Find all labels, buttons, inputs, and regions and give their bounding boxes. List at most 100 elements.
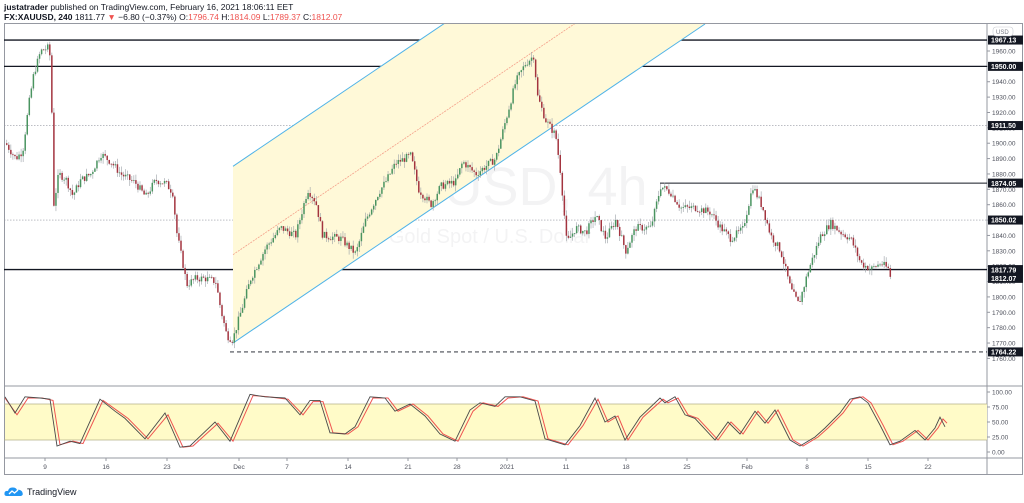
candle bbox=[832, 219, 834, 229]
candle bbox=[329, 239, 332, 241]
candle bbox=[547, 121, 549, 123]
candle bbox=[785, 263, 787, 267]
candle bbox=[813, 255, 816, 258]
candle bbox=[368, 214, 371, 217]
candle bbox=[290, 231, 293, 237]
candle bbox=[176, 214, 178, 234]
candle bbox=[172, 192, 174, 197]
candle bbox=[235, 330, 238, 334]
candle bbox=[325, 231, 328, 239]
candle bbox=[569, 236, 572, 238]
candle bbox=[34, 71, 37, 75]
time-label: 11 bbox=[563, 464, 570, 471]
candle bbox=[155, 179, 158, 181]
candle bbox=[565, 215, 568, 236]
candle bbox=[563, 195, 566, 216]
candle bbox=[106, 155, 108, 161]
candle bbox=[133, 180, 135, 181]
candle bbox=[336, 234, 338, 237]
candle bbox=[299, 220, 301, 225]
chart-frame[interactable] bbox=[4, 23, 1023, 475]
channel-lower-line[interactable] bbox=[232, 24, 706, 344]
candle bbox=[719, 224, 721, 228]
candle bbox=[112, 163, 115, 166]
candle bbox=[489, 158, 492, 161]
candle bbox=[557, 138, 559, 155]
candle bbox=[750, 193, 752, 207]
price-tick-label: 1890.00 bbox=[992, 156, 1016, 163]
candle bbox=[789, 276, 791, 284]
candle bbox=[674, 195, 676, 203]
candle bbox=[662, 187, 664, 190]
candle bbox=[672, 195, 674, 197]
candle bbox=[690, 206, 693, 209]
candle bbox=[416, 169, 418, 182]
candle bbox=[120, 172, 123, 175]
currency-badge[interactable] bbox=[992, 26, 1014, 37]
candle bbox=[137, 183, 139, 190]
parallel-channel[interactable] bbox=[232, 0, 706, 344]
candle bbox=[635, 229, 637, 231]
price-label-bg bbox=[988, 215, 1023, 225]
candle bbox=[14, 154, 16, 157]
candle bbox=[381, 187, 383, 194]
candle bbox=[26, 115, 28, 135]
candle bbox=[24, 134, 26, 151]
candle bbox=[372, 205, 375, 210]
candle bbox=[399, 159, 402, 162]
candle bbox=[715, 215, 717, 221]
candle bbox=[114, 164, 117, 166]
author-name[interactable]: justatrader bbox=[4, 2, 48, 12]
candle bbox=[340, 236, 342, 242]
candle bbox=[698, 211, 701, 213]
candle bbox=[315, 201, 318, 206]
candle bbox=[307, 193, 309, 200]
candle bbox=[729, 234, 732, 242]
candle bbox=[475, 171, 477, 176]
candle bbox=[295, 230, 297, 238]
candle bbox=[649, 225, 652, 227]
time-label: 7 bbox=[285, 464, 289, 471]
candle bbox=[440, 182, 443, 187]
candle bbox=[756, 189, 758, 198]
candle bbox=[465, 162, 467, 168]
candle bbox=[508, 109, 510, 118]
candle bbox=[249, 280, 252, 285]
candle bbox=[727, 231, 730, 235]
candle bbox=[213, 277, 215, 283]
candle bbox=[418, 181, 420, 193]
candle bbox=[877, 264, 879, 267]
candle bbox=[873, 266, 875, 268]
candle bbox=[524, 65, 527, 67]
candle bbox=[57, 174, 59, 193]
candle bbox=[586, 230, 588, 234]
candle bbox=[477, 175, 479, 176]
price-label-bg bbox=[988, 61, 1023, 71]
candle bbox=[196, 275, 199, 280]
candle bbox=[795, 291, 797, 297]
candle bbox=[867, 265, 869, 271]
candle bbox=[821, 234, 824, 237]
candle bbox=[752, 190, 754, 194]
candle bbox=[444, 184, 447, 189]
candle bbox=[44, 49, 47, 51]
stoch-tick-label: 0.00 bbox=[992, 450, 1005, 457]
candle bbox=[610, 226, 613, 229]
down-arrow-icon: ▼ bbox=[107, 12, 116, 22]
tradingview-logo[interactable]: TradingView bbox=[4, 486, 77, 497]
candle bbox=[692, 205, 695, 207]
candle bbox=[571, 233, 574, 237]
channel-upper-line[interactable] bbox=[232, 0, 705, 167]
candle bbox=[90, 173, 92, 176]
price-tick-label: 1830.00 bbox=[992, 248, 1016, 255]
candle bbox=[735, 230, 738, 238]
candle bbox=[53, 112, 55, 206]
candle bbox=[621, 235, 623, 237]
channel-midline[interactable] bbox=[232, 0, 705, 255]
candle bbox=[424, 198, 426, 201]
candle bbox=[842, 234, 844, 236]
candle bbox=[188, 285, 190, 287]
publish-info: justatrader published on TradingView.com… bbox=[4, 2, 293, 12]
candle bbox=[272, 238, 274, 243]
